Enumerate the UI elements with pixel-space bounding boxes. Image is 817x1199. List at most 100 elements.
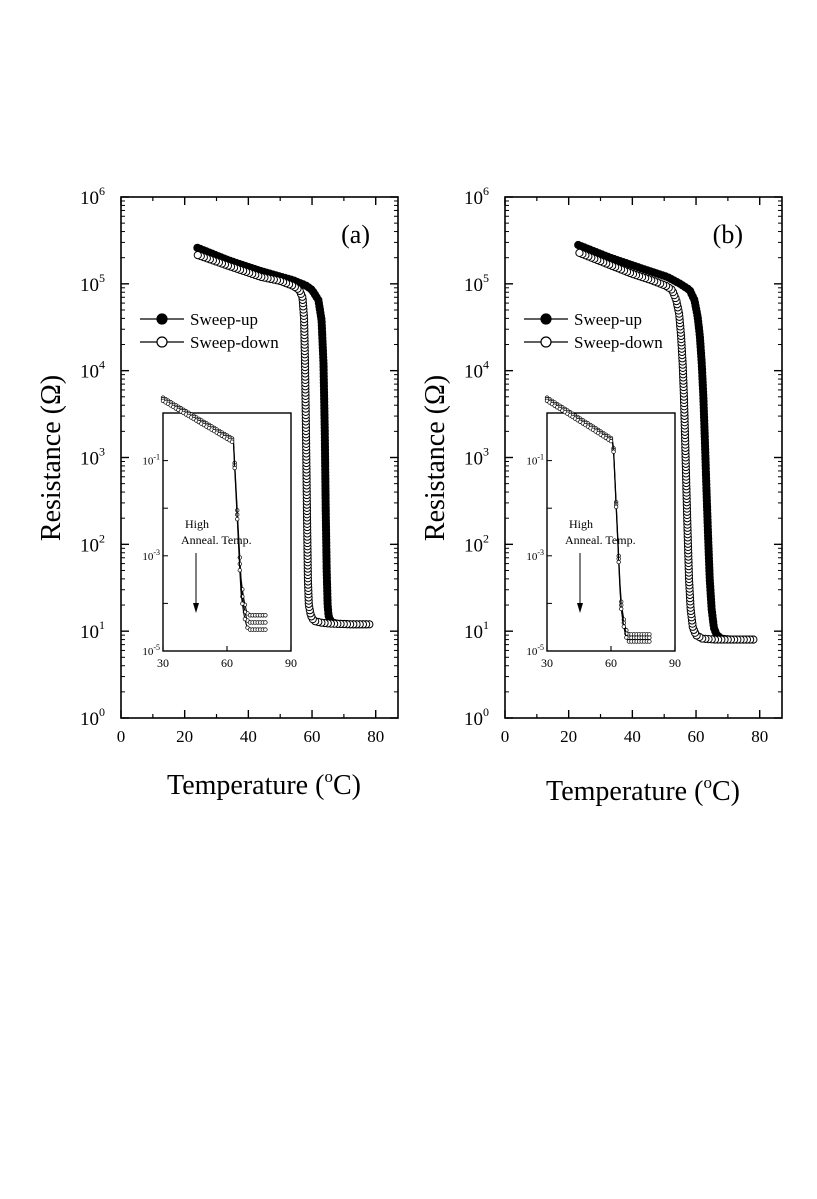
x-axis-label-sup: o [324,767,333,786]
inset-y-tick-base: 10 [142,551,154,563]
inset-data-point [611,449,616,454]
data-point-sweep-down [575,248,584,258]
y-tick-base: 10 [464,535,483,556]
panel-b: 0 20 40 60 80100101102103104105106Resistance… [420,184,783,807]
x-axis-label-main: Temperature ( [546,776,703,807]
y-tick-label: 103 [464,445,489,470]
x-tick-label: 20 [560,727,577,746]
inset-data-point [613,504,619,510]
y-tick-exponent: 0 [99,705,105,719]
y-tick-label: 100 [80,705,105,730]
y-tick-exponent: 2 [99,531,105,545]
x-tick-label: 80 [751,727,768,746]
y-tick-exponent: 3 [483,445,489,459]
inset-y-tick-base: 10 [142,456,154,468]
inset-data-point [242,616,248,622]
y-tick-label: 102 [464,531,489,556]
y-tick-exponent: 1 [99,618,105,632]
y-tick-label: 102 [80,531,105,556]
inset-y-tick-exponent: -1 [153,453,160,462]
inset-annotation-line1: High [569,517,593,531]
y-tick-base: 10 [80,709,99,730]
legend-label: Sweep-down [190,333,279,352]
panel-a: 0 20 40 60 80100101102103104105106Resistance… [36,184,399,801]
inset-y-tick-exponent: -3 [153,548,160,557]
inset-data-point [621,624,626,629]
inset-y-tick-exponent: -1 [537,453,544,462]
panel-label: (a) [341,220,370,249]
y-tick-base: 10 [464,709,483,730]
inset-y-tick-label: 10-3 [526,548,544,563]
y-tick-base: 10 [464,449,483,470]
y-axis-label-close: ) [36,375,67,384]
inset-data-point [647,639,652,644]
y-tick-label: 105 [80,271,105,296]
y-tick-exponent: 6 [483,184,489,198]
y-tick-base: 10 [464,622,483,643]
y-tick-base: 10 [80,275,99,296]
inset-y-tick-label: 10-1 [142,453,160,468]
x-tick-label: 20 [176,727,193,746]
y-tick-base: 10 [80,622,99,643]
inset-data-point [263,627,268,632]
inset-arrow-head-icon [193,603,199,613]
x-axis-label-unit: C) [333,770,361,801]
y-tick-exponent: 0 [483,705,489,719]
y-tick-exponent: 5 [483,271,489,285]
y-tick-label: 101 [464,618,489,643]
inset-annotation-line2: Anneal. Temp. [565,533,636,547]
y-axis-label-close: ) [420,375,451,384]
legend-label: Sweep-up [574,310,642,329]
y-axis-label: Resistance (Ω) [420,375,451,541]
inset-x-tick-label: 60 [605,656,617,670]
y-tick-label: 104 [80,358,105,383]
inset-data-point [647,635,652,640]
inset-annotation-line1: High [185,517,209,531]
x-tick-label: 0 [501,727,510,746]
y-tick-label: 105 [464,271,489,296]
y-axis-label-text: Resistance ( [36,405,67,541]
inset-y-tick-base: 10 [526,456,538,468]
y-tick-base: 10 [464,275,483,296]
x-axis-label: Temperature (oC) [167,767,361,801]
inset-data-point [235,516,240,522]
inset-y-tick-exponent: -5 [537,643,544,652]
inset-data-point [263,613,268,618]
inset-data-point [624,635,629,640]
x-tick-label: 40 [624,727,641,746]
x-axis-label-sup: o [703,773,712,792]
x-axis-label-unit: C) [712,776,740,807]
inset-data-point [263,620,268,625]
inset-data-point [240,601,245,606]
y-tick-base: 10 [80,449,99,470]
inset-data-point [619,606,624,612]
y-tick-exponent: 4 [483,358,489,372]
y-tick-exponent: 4 [99,358,105,372]
inset-y-tick-base: 10 [526,646,538,658]
y-tick-base: 10 [80,188,99,209]
y-axis-label: Resistance (Ω) [36,375,67,541]
data-point-sweep-down [193,250,202,260]
y-axis-label-text: Resistance ( [420,405,451,541]
inset-data-point [616,559,621,565]
inset-y-tick-exponent: -3 [537,548,544,557]
y-tick-base: 10 [80,535,99,556]
inset-y-tick-label: 10-3 [142,548,160,563]
legend-marker [540,313,552,325]
inset-y-tick-label: 10-5 [142,643,160,658]
inset-data-point [232,465,237,471]
y-tick-label: 106 [80,184,105,209]
legend-marker [156,313,168,325]
inset-x-tick-label: 60 [221,656,233,670]
y-tick-exponent: 6 [99,184,105,198]
legend-label: Sweep-down [574,333,663,352]
y-tick-exponent: 1 [483,618,489,632]
inset-x-tick-label: 30 [541,656,553,670]
inset-y-tick-base: 10 [142,646,154,658]
y-tick-label: 101 [80,618,105,643]
inset-data-point [608,439,614,444]
inset-frame [162,412,292,652]
y-tick-base: 10 [80,362,99,383]
inset-y-tick-label: 10-1 [526,453,544,468]
